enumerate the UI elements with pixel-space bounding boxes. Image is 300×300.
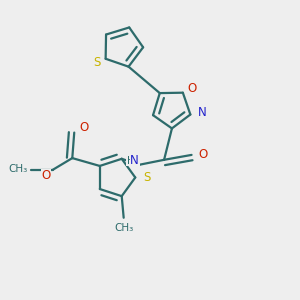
Text: CH₃: CH₃ (9, 164, 28, 174)
Text: S: S (143, 171, 151, 184)
Text: S: S (93, 56, 100, 69)
Text: N: N (198, 106, 206, 119)
Text: O: O (187, 82, 196, 95)
Text: H: H (127, 156, 135, 166)
Text: N: N (130, 154, 139, 167)
Text: O: O (199, 148, 208, 161)
Text: O: O (41, 169, 50, 182)
Text: O: O (80, 121, 89, 134)
Text: CH₃: CH₃ (114, 223, 133, 232)
